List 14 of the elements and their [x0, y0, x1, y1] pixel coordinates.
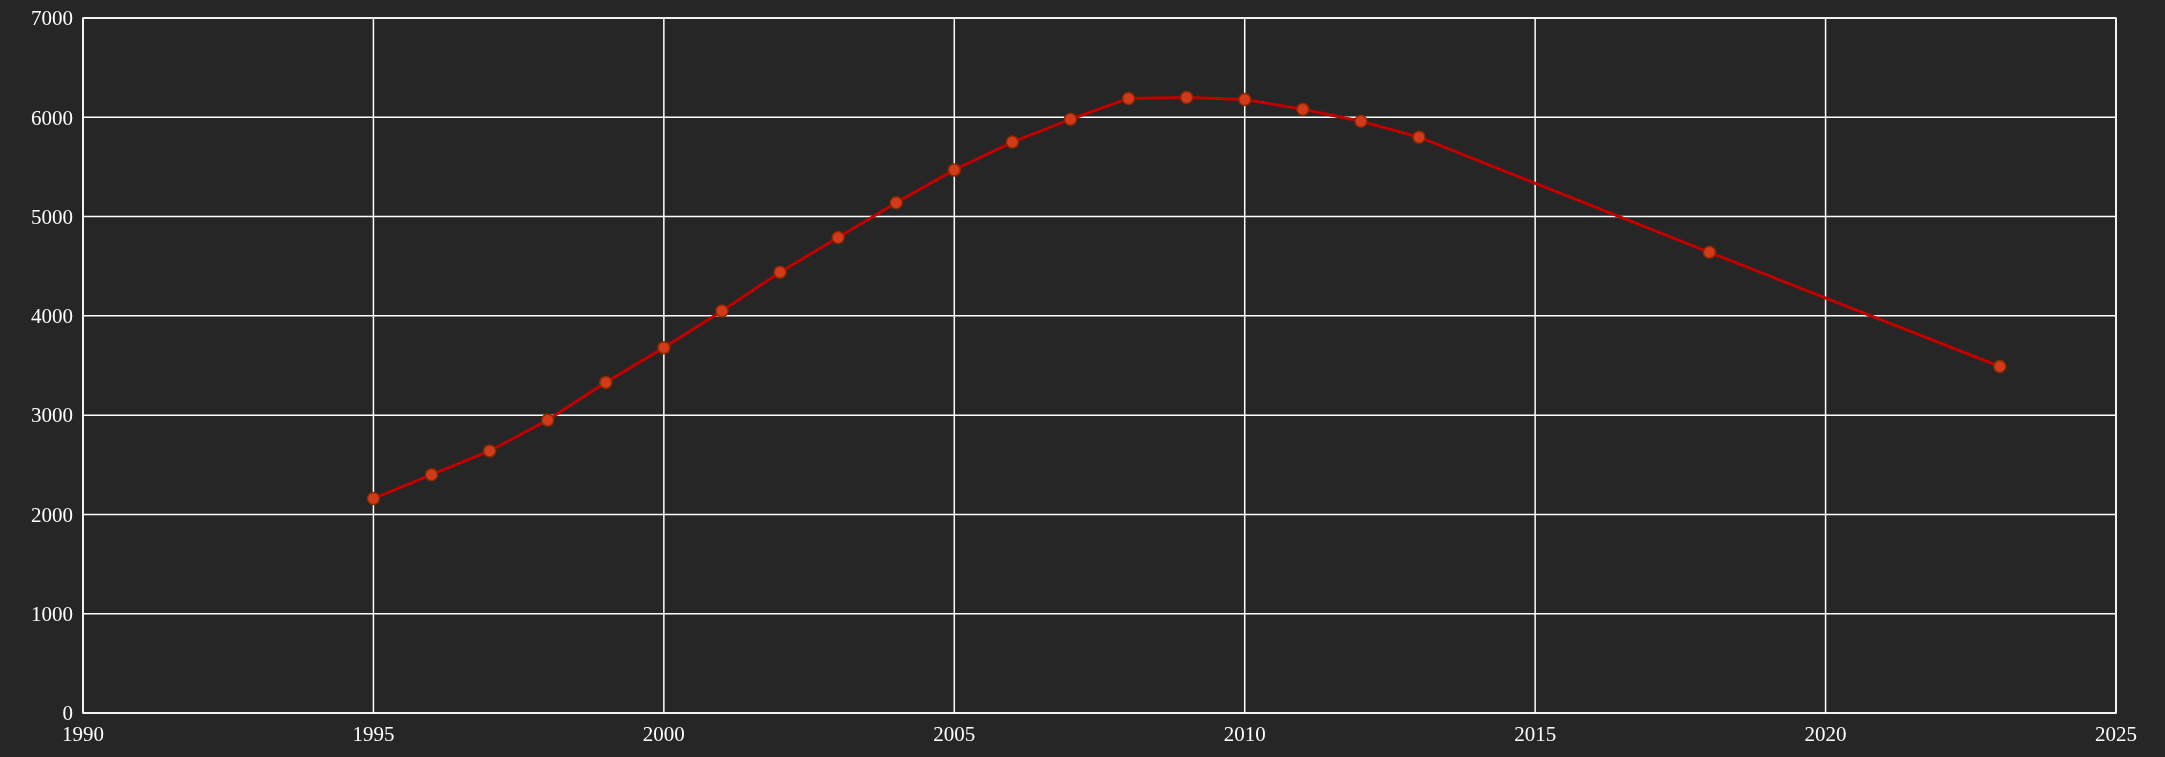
y-tick-label: 2000: [31, 502, 73, 527]
x-tick-label: 2025: [2095, 722, 2137, 746]
y-tick-label: 1000: [31, 602, 73, 627]
x-tick-label: 2015: [1514, 722, 1557, 746]
y-tick-label: 5000: [31, 204, 73, 229]
x-tick-label: 2000: [642, 722, 685, 746]
y-tick-label: 3000: [31, 403, 73, 428]
x-tick-label: 2005: [933, 722, 976, 746]
x-tick-label: 2020: [1804, 722, 1847, 746]
x-tick-label: 2010: [1223, 722, 1266, 746]
y-tick-label: 6000: [31, 105, 73, 130]
y-tick-label: 4000: [31, 304, 73, 329]
x-tick-label: 1995: [352, 722, 395, 746]
y-tick-label: 7000: [31, 6, 73, 31]
